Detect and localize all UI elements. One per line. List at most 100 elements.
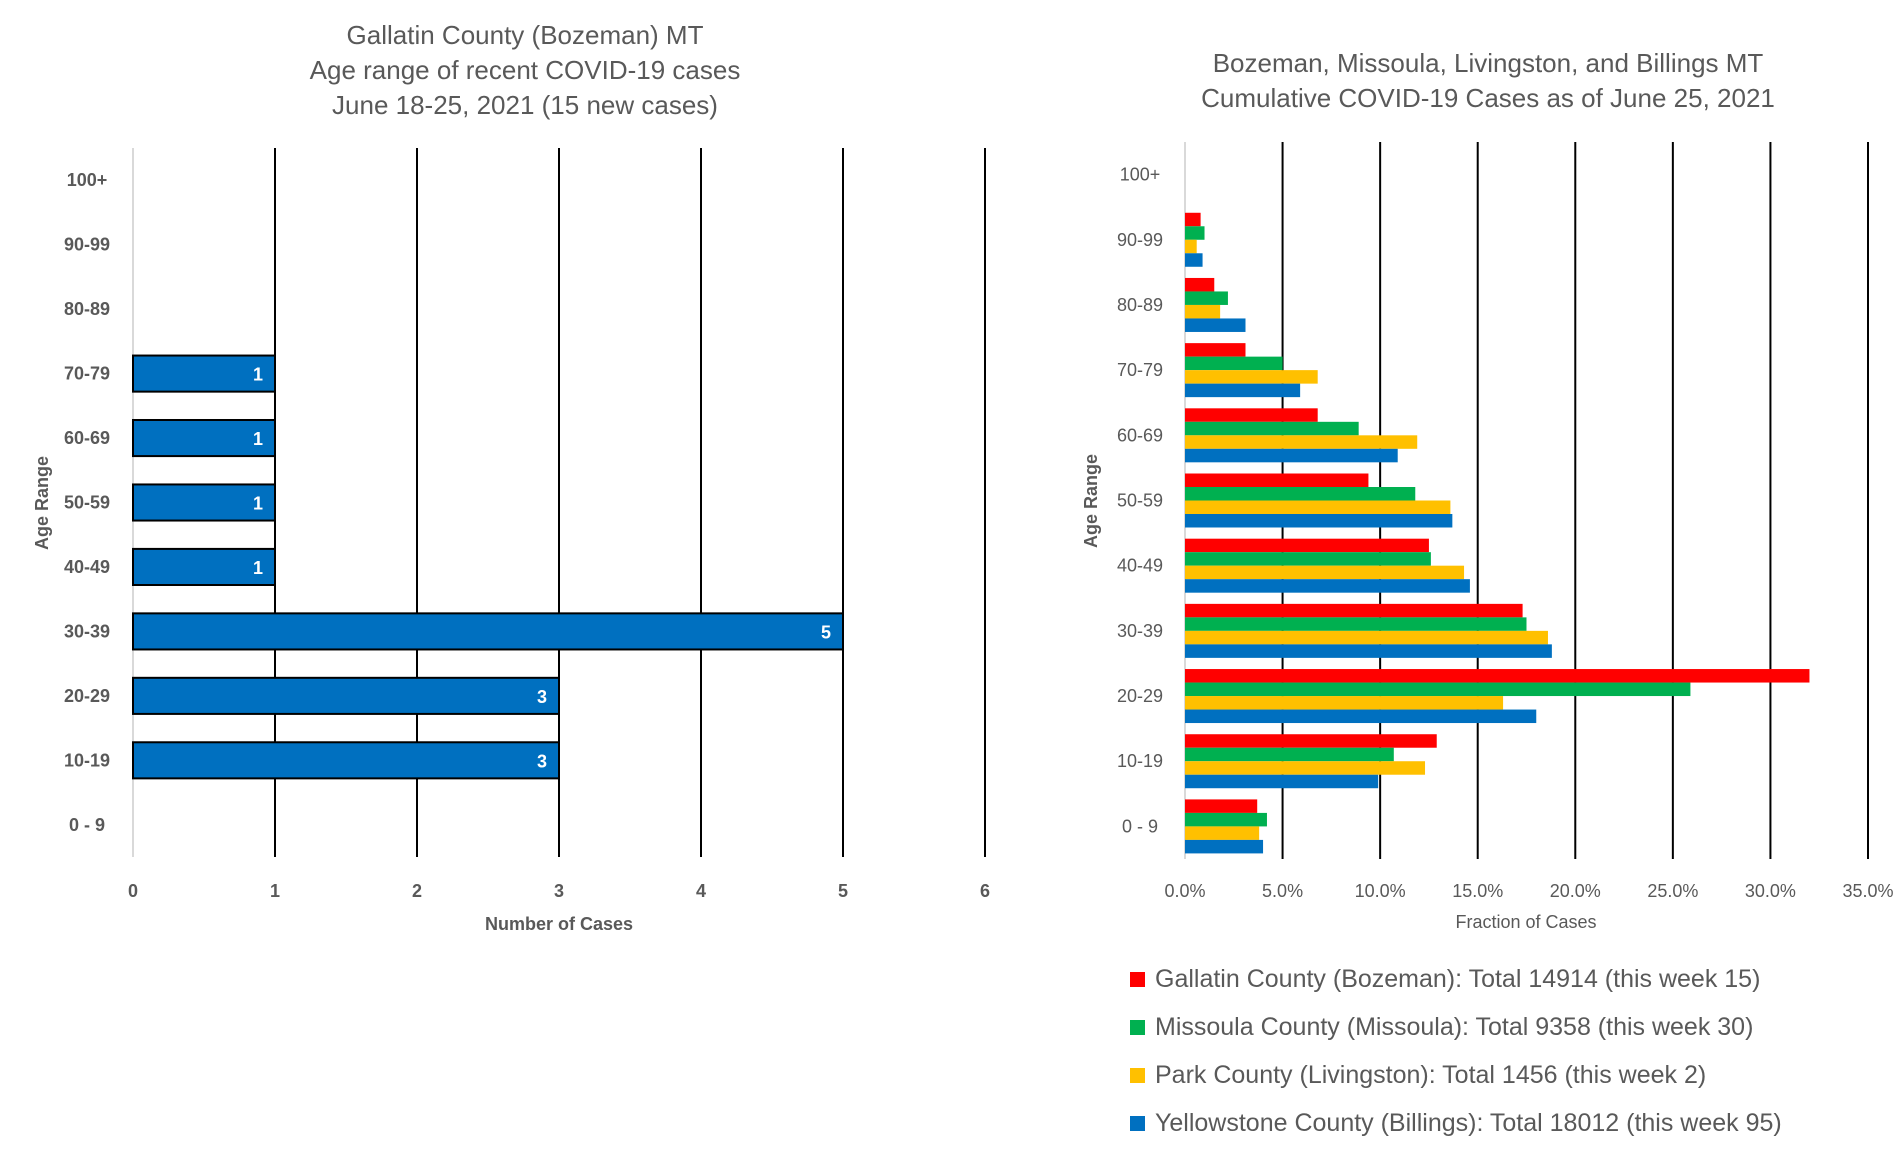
y-tick-label: 0 - 9: [1122, 816, 1158, 836]
chart-title: Bozeman, Missoula, Livingston, and Billi…: [1213, 48, 1764, 78]
bar-series-1: [1185, 682, 1691, 697]
legend-label: Gallatin County (Bozeman): Total 14914 (…: [1155, 964, 1761, 993]
bar-series-1: [1185, 487, 1416, 501]
y-tick-label: 70-79: [64, 364, 110, 384]
legend-swatch: [1130, 1067, 1145, 1083]
data-label: 5: [821, 622, 831, 642]
legend-item: Missoula County (Missoula): Total 9358 (…: [1130, 1003, 1890, 1051]
bar-series-0: [1185, 408, 1318, 422]
y-tick-label: 100+: [1120, 165, 1161, 185]
y-tick-label: 100+: [67, 170, 108, 190]
x-tick-label: 20.0%: [1550, 881, 1601, 901]
y-tick-label: 40-49: [1117, 556, 1163, 576]
x-tick-label: 10.0%: [1355, 881, 1406, 901]
bar-series-3: [1185, 318, 1246, 332]
bar-series-0: [1185, 603, 1523, 618]
bar-series-2: [1185, 370, 1318, 384]
y-tick-label: 60-69: [64, 428, 110, 448]
x-tick-label: 25.0%: [1647, 881, 1698, 901]
legend-label: Park County (Livingston): Total 1456 (th…: [1155, 1060, 1707, 1089]
y-axis-title: Age Range: [1081, 454, 1101, 548]
y-tick-label: 90-99: [1117, 230, 1163, 250]
bar-series-3: [1185, 579, 1470, 593]
bar: [132, 612, 844, 651]
y-tick-label: 10-19: [64, 750, 110, 770]
bar-series-0: [1185, 669, 1810, 683]
y-tick-label: 40-49: [64, 557, 110, 577]
legend-item: Gallatin County (Bozeman): Total 14914 (…: [1130, 955, 1890, 1003]
data-label: 1: [253, 365, 263, 385]
y-tick-label: 10-19: [1117, 751, 1163, 771]
legend-item: Park County (Livingston): Total 1456 (th…: [1130, 1051, 1890, 1099]
bar-series-2: [1185, 630, 1548, 645]
x-tick-label: 1: [270, 881, 280, 901]
x-tick-label: 35.0%: [1842, 881, 1893, 901]
bar: [132, 418, 276, 458]
chart-gallatin-age-range: Gallatin County (Bozeman) MT Age range of…: [32, 20, 990, 934]
bar-series-3: [1185, 709, 1537, 724]
bar-series-2: [1185, 239, 1197, 254]
y-tick-label: 70-79: [1117, 360, 1163, 380]
y-tick-label: 50-59: [1117, 491, 1163, 511]
bar-series-3: [1185, 253, 1203, 267]
bar-series-2: [1185, 500, 1451, 514]
bar-series-1: [1185, 747, 1394, 762]
bar-series-3: [1185, 448, 1398, 463]
legend-label: Missoula County (Missoula): Total 9358 (…: [1155, 1012, 1754, 1041]
x-axis-title: Number of Cases: [485, 914, 633, 934]
x-tick-label: 5.0%: [1262, 881, 1303, 901]
bar-series-1: [1185, 617, 1527, 631]
data-label: 1: [253, 429, 263, 449]
x-tick-label: 6: [980, 881, 990, 901]
x-tick-label: 0: [128, 881, 138, 901]
y-tick-label: 80-89: [1117, 295, 1163, 315]
bar-series-2: [1185, 304, 1221, 319]
y-tick-label: 90-99: [64, 235, 110, 255]
bar-series-2: [1185, 826, 1260, 840]
y-tick-label: 60-69: [1117, 425, 1163, 445]
bar: [132, 741, 560, 780]
bar: [132, 547, 276, 587]
legend-swatch: [1130, 971, 1145, 987]
bar-series-2: [1185, 696, 1504, 710]
chart-title: June 18-25, 2021 (15 new cases): [332, 90, 718, 120]
x-tick-label: 30.0%: [1745, 881, 1796, 901]
bar-series-2: [1185, 565, 1465, 580]
chart-cumulative-counties: Bozeman, Missoula, Livingston, and Billi…: [1050, 0, 1900, 1153]
chart-title: Gallatin County (Bozeman) MT: [347, 20, 704, 50]
bar-series-1: [1185, 291, 1228, 305]
bar-series-0: [1185, 277, 1215, 292]
y-tick-label: 0 - 9: [69, 815, 105, 835]
y-axis-title: Age Range: [32, 456, 52, 550]
bar-series-3: [1185, 644, 1552, 658]
bar-series-3: [1185, 839, 1264, 854]
legend-swatch: [1130, 1115, 1145, 1131]
legend: Gallatin County (Bozeman): Total 14914 (…: [1130, 955, 1890, 1147]
y-tick-label: 30-39: [64, 621, 110, 641]
y-tick-label: 20-29: [1117, 686, 1163, 706]
x-tick-label: 15.0%: [1452, 881, 1503, 901]
bar-series-0: [1185, 343, 1246, 357]
bar-series-1: [1185, 226, 1205, 240]
x-axis-title: Fraction of Cases: [1455, 912, 1596, 932]
bar-series-2: [1185, 761, 1426, 775]
bar-series-0: [1185, 799, 1258, 813]
bar: [132, 676, 560, 715]
y-tick-label: 80-89: [64, 299, 110, 319]
legend-swatch: [1130, 1019, 1145, 1035]
bar-series-1: [1185, 552, 1431, 566]
chart-title: Cumulative COVID-19 Cases as of June 25,…: [1201, 83, 1775, 113]
bar-series-1: [1185, 421, 1359, 436]
y-tick-label: 20-29: [64, 686, 110, 706]
data-label: 3: [537, 751, 547, 771]
x-tick-label: 4: [696, 881, 706, 901]
bar-series-0: [1185, 473, 1369, 487]
bar-series-0: [1185, 212, 1201, 227]
x-tick-label: 5: [838, 881, 848, 901]
bar-series-1: [1185, 812, 1267, 827]
bar-series-1: [1185, 356, 1283, 371]
bar-series-0: [1185, 734, 1437, 748]
bar-series-0: [1185, 538, 1429, 553]
bar-series-3: [1185, 774, 1379, 789]
y-tick-label: 50-59: [64, 493, 110, 513]
